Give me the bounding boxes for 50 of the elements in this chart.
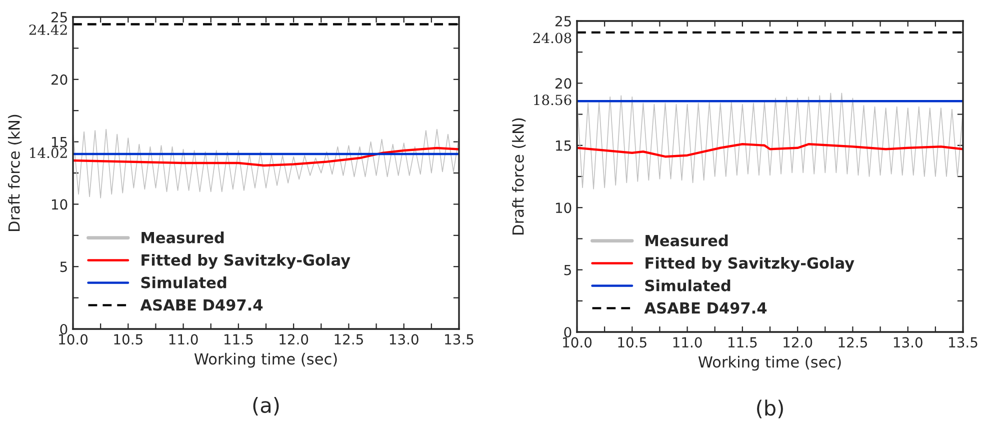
x-tick-label: 13.0 (894, 337, 922, 348)
text: (a) (253, 396, 279, 416)
y-tick-label: 20 (51, 74, 68, 85)
legend-label: Fitted by Savitzky-Golay (142, 254, 350, 269)
y-tick-label: 18.56 (534, 94, 572, 106)
x-tick-label: 13.5 (949, 337, 978, 348)
x-tick-label: 10.5 (114, 334, 142, 345)
x-tick-label: 13.5 (445, 334, 474, 345)
y-tick-label: 24.08 (533, 32, 572, 44)
x-tick-label: 10.0 (563, 337, 592, 348)
x-tick-label: 10.5 (618, 337, 646, 348)
legend-label: Fitted by Savitzky-Golay (646, 256, 854, 272)
y-tick-label: 25 (555, 16, 571, 26)
y-tick-label: 14.02 (30, 148, 67, 158)
y-tick-label: 5 (564, 264, 571, 276)
y-tick-label: 5 (60, 262, 67, 272)
y-tick-label: 24.42 (29, 24, 67, 35)
x-tick-label: 12.5 (334, 334, 363, 345)
x-axis-title: Working time (sec) (194, 352, 337, 368)
text: (b) (757, 400, 783, 418)
x-tick-label: 12.0 (784, 337, 812, 348)
line-series (73, 128, 459, 198)
x-tick-label: 11.5 (728, 337, 757, 348)
line-series (73, 146, 459, 167)
legend-label: Simulated (645, 280, 730, 292)
x-tick-label: 11.0 (673, 337, 702, 348)
y-tick-label: 20 (555, 78, 572, 89)
legend-label: Measured (142, 232, 224, 244)
y-tick-label: 10 (52, 199, 68, 210)
x-tick-label: 12.0 (280, 334, 308, 345)
x-tick-label: 11.0 (169, 334, 198, 345)
x-tick-label: 11.5 (224, 334, 253, 345)
legend-label: ASABE D497.4 (644, 302, 767, 314)
line-series (577, 143, 963, 158)
y-tick-label: 15 (556, 140, 571, 151)
x-tick-label: 12.5 (838, 337, 867, 348)
x-tick-label: 10.0 (59, 334, 88, 345)
legend-label: Simulated (141, 276, 226, 288)
y-tick-label: 15 (52, 136, 67, 148)
y-axis-title: Draft force (kN) (8, 114, 22, 231)
y-tick-label: 10 (556, 202, 572, 214)
legend-label: Measured (646, 234, 728, 246)
y-tick-label: 0 (564, 326, 572, 338)
x-tick-label: 13.0 (390, 334, 418, 345)
y-tick-label: 0 (60, 324, 68, 334)
legend-label: ASABE D497.4 (140, 299, 263, 311)
y-axis-title: Draft force (kN) (512, 118, 526, 234)
y-tick-label: 25 (51, 12, 67, 22)
x-axis-title: Working time (sec) (698, 356, 841, 371)
line-series (577, 92, 963, 190)
